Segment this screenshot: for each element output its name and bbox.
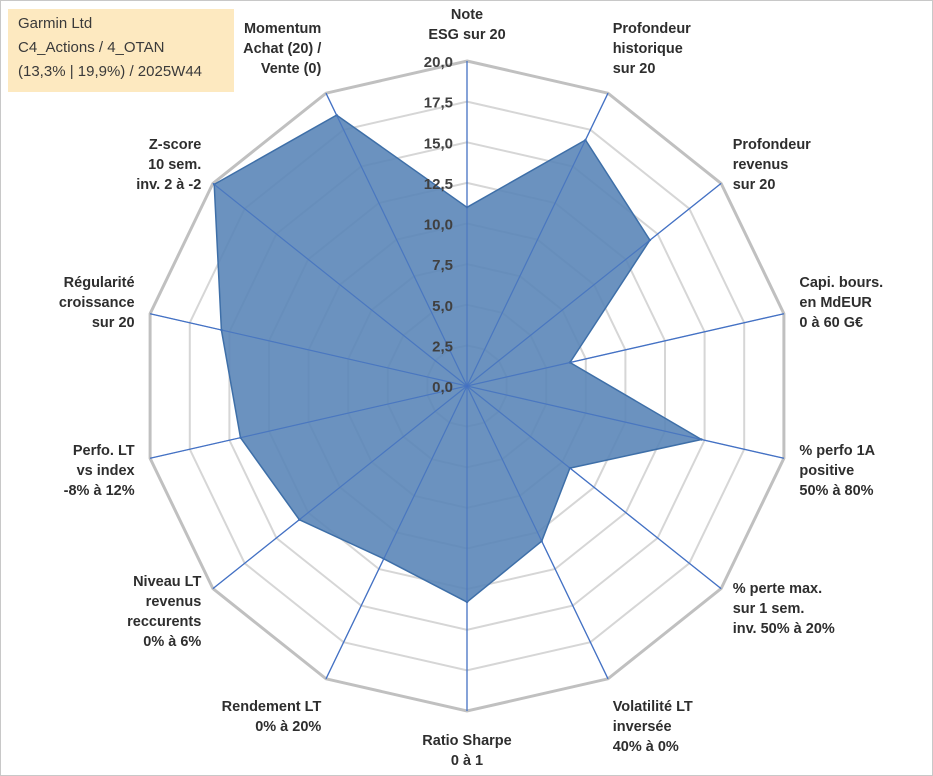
tick-label: 17,5 [424, 95, 453, 112]
radar-category-labels: Note ESG sur 20 Profondeur historique sur 20… [59, 7, 883, 769]
category-label-line: historique [613, 41, 683, 57]
tick-label: 2,5 [432, 338, 453, 355]
category-label: Perfo. LT vs index -8% à 12% [64, 443, 135, 499]
portfolio-label: C4_Actions / 4_OTAN [18, 39, 165, 56]
category-label-line: Capi. bours. [799, 275, 883, 291]
category-label-line: vs index [77, 463, 135, 479]
category-label-line: 0 à 1 [451, 753, 483, 769]
category-label-line: sur 1 sem. [733, 601, 805, 617]
category-label-line: Perfo. LT [73, 443, 135, 459]
tick-label: 12,5 [424, 176, 453, 193]
tick-label: 0,0 [432, 379, 453, 396]
category-label-line: Profondeur [733, 137, 811, 153]
radar-spoke-overlay [149, 313, 468, 387]
radar-spoke-overlay [466, 92, 609, 387]
category-label-line: revenus [146, 594, 202, 610]
stats-week-label: (13,3% | 19,9%) / 2025W44 [18, 63, 202, 80]
category-label-line: 50% à 80% [799, 483, 873, 499]
tick-label: 15,0 [424, 135, 453, 152]
category-label: Niveau LT revenus reccurents 0% à 6% [127, 574, 201, 650]
radar-spoke-overlay [212, 385, 468, 589]
radar-spoke-overlay [466, 385, 609, 680]
category-label: Rendement LT 0% à 20% [222, 699, 322, 735]
title-box: Garmin Ltd C4_Actions / 4_OTAN (13,3% | … [8, 9, 234, 92]
radar-tick-labels: 0,0 2,5 5,0 7,5 10,0 12,5 15,0 17,5 20,0 [424, 54, 453, 396]
tick-label: 5,0 [432, 298, 453, 315]
category-label-line: Note [451, 7, 483, 23]
category-label: % perfo 1A positive 50% à 80% [799, 443, 875, 499]
category-label-line: -8% à 12% [64, 483, 135, 499]
tick-label: 10,0 [424, 217, 453, 234]
category-label-line: Momentum [244, 21, 321, 37]
category-label-line: 10 sem. [148, 157, 201, 173]
radar-spoke-overlay [325, 92, 468, 387]
category-label-line: Achat (20) / [243, 41, 321, 57]
radar-spoke-overlay [466, 385, 785, 459]
radar-spoke-overlay [466, 313, 785, 387]
category-label-line: Volatilité LT [613, 699, 693, 715]
category-label-line: 0% à 6% [143, 634, 201, 650]
category-label: Profondeur historique sur 20 [613, 21, 691, 77]
category-label-line: sur 20 [613, 61, 656, 77]
category-label: Note ESG sur 20 [428, 7, 505, 43]
radar-spoke-overlay [466, 385, 722, 589]
category-label-line: % perfo 1A [799, 443, 875, 459]
category-label: % perte max. sur 1 sem. inv. 50% à 20% [733, 581, 835, 637]
category-label-line: 0% à 20% [255, 719, 321, 735]
category-label: Profondeur revenus sur 20 [733, 137, 811, 193]
radar-series [149, 61, 785, 711]
category-label: Momentum Achat (20) / Vente (0) [243, 21, 321, 77]
category-label-line: inversée [613, 719, 672, 735]
category-label-line: sur 20 [733, 177, 776, 193]
category-label-line: ESG sur 20 [428, 27, 505, 43]
tick-label: 7,5 [432, 257, 453, 274]
category-label-line: croissance [59, 295, 135, 311]
category-label-line: revenus [733, 157, 789, 173]
company-name: Garmin Ltd [18, 15, 93, 32]
category-label-line: sur 20 [92, 315, 135, 331]
category-label-line: inv. 50% à 20% [733, 621, 835, 637]
radar-spoke-overlay [466, 183, 722, 387]
radar-spoke-overlay [212, 183, 468, 387]
category-label: Régularité croissance sur 20 [59, 275, 135, 331]
radar-spoke-overlay [149, 385, 468, 459]
category-label-line: Ratio Sharpe [422, 733, 511, 749]
category-label: Z-score 10 sem. inv. 2 à -2 [136, 137, 201, 193]
category-label-line: positive [799, 463, 854, 479]
tick-label: 20,0 [424, 54, 453, 71]
category-label-line: % perte max. [733, 581, 822, 597]
category-label-line: Z-score [149, 137, 201, 153]
category-label-line: inv. 2 à -2 [136, 177, 201, 193]
category-label-line: reccurents [127, 614, 201, 630]
radar-spoke-overlay [325, 385, 468, 680]
category-label-line: Régularité [64, 275, 135, 291]
category-label-line: en MdEUR [799, 295, 872, 311]
category-label-line: Vente (0) [261, 61, 322, 77]
category-label-line: 0 à 60 G€ [799, 315, 863, 331]
category-label-line: Profondeur [613, 21, 691, 37]
category-label: Volatilité LT inversée 40% à 0% [613, 699, 693, 755]
category-label: Ratio Sharpe 0 à 1 [422, 733, 511, 769]
category-label: Capi. bours. en MdEUR 0 à 60 G€ [799, 275, 883, 331]
category-label-line: 40% à 0% [613, 739, 679, 755]
category-label-line: Rendement LT [222, 699, 322, 715]
category-label-line: Niveau LT [133, 574, 201, 590]
